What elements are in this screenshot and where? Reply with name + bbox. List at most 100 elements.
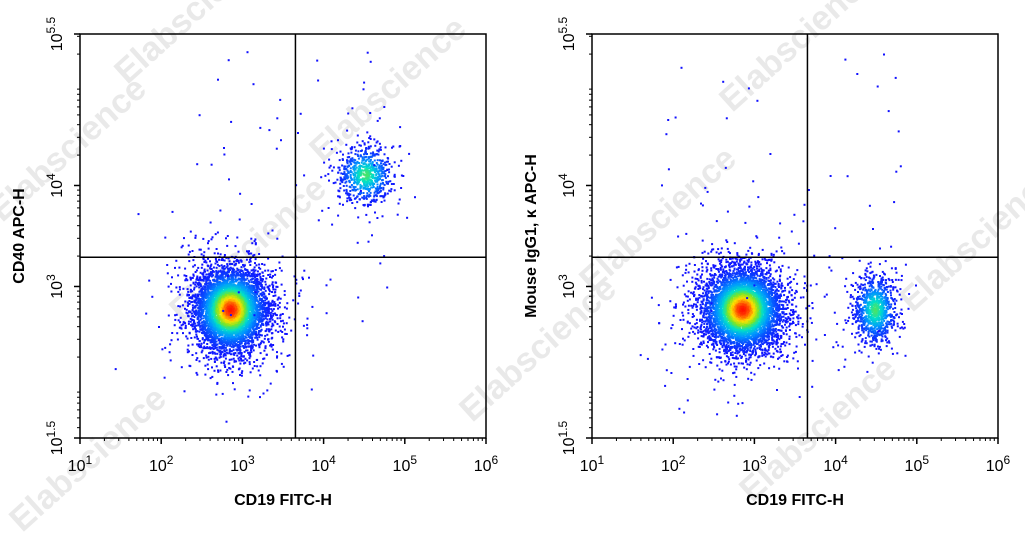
event-point [220,351,223,354]
event-point [189,317,192,320]
event-point [213,294,216,296]
event-point [270,345,273,348]
event-point [217,349,220,352]
event-point [204,333,207,336]
event-point [211,271,214,274]
event-point [220,288,223,291]
event-point [224,366,227,368]
event-point [180,327,183,330]
event-point [203,334,206,337]
event-point [243,279,246,282]
event-point [248,258,251,261]
event-point [267,285,270,288]
event-point [222,270,225,273]
event-point [208,292,211,295]
event-point [231,332,234,335]
event-point [240,374,243,377]
event-point [195,278,198,281]
event-point [228,282,231,285]
event-point [235,318,238,321]
event-point [269,382,272,385]
event-point [204,347,207,350]
event-point [276,323,279,325]
event-point [228,312,230,315]
event-point [223,343,226,346]
event-point [192,323,195,326]
event-point [253,325,256,327]
event-point [188,300,191,302]
event-point [227,309,230,312]
event-point [193,301,196,304]
event-point [196,373,199,376]
event-point [187,322,190,325]
event-point [222,299,224,302]
event-point [264,315,267,318]
event-point [194,299,197,302]
event-point [223,259,226,262]
event-point [190,312,193,315]
event-point [215,332,218,335]
event-point [195,310,198,313]
event-point [243,350,246,353]
event-point [202,271,205,274]
event-point [203,288,206,291]
event-point [232,267,235,270]
event-point [207,242,209,245]
event-point [223,285,226,287]
event-point [229,316,232,319]
event-point [215,393,218,396]
event-point [252,308,255,311]
event-point [233,257,236,259]
event-point [248,327,251,330]
event-point [232,288,235,291]
event-point [236,325,239,328]
event-point [228,350,231,353]
event-point [248,284,251,287]
event-point [228,367,231,369]
event-point [204,327,207,330]
event-point [199,304,202,307]
event-point [222,355,225,358]
event-point [282,322,285,325]
event-point [234,297,237,300]
event-point [273,301,276,304]
event-point [272,286,274,289]
event-point [247,270,249,273]
event-point [218,304,221,307]
event-point [227,267,229,270]
event-point [184,300,187,303]
event-point [243,297,246,300]
event-point [249,260,252,263]
event-point [271,300,274,303]
event-point [265,277,268,280]
event-point [271,291,273,293]
event-point [248,357,251,360]
event-point [222,272,225,275]
event-point [229,285,232,288]
event-point [266,306,268,309]
event-point [206,303,209,306]
event-point [186,348,189,351]
event-point [261,291,264,294]
event-point [191,323,194,326]
event-point [199,328,202,331]
event-point [279,313,282,316]
event-point [201,321,203,324]
event-point [257,300,260,303]
event-point [263,308,266,311]
event-point [285,307,288,310]
event-point [210,325,212,328]
event-point [245,301,248,304]
event-point [248,321,251,324]
event-point [247,341,250,343]
event-point [217,283,220,286]
event-point [195,298,198,301]
event-point [258,320,260,323]
event-point [226,294,229,297]
event-point [252,272,255,275]
event-point [263,349,266,352]
event-point [239,340,242,343]
event-point [248,320,251,322]
event-point [240,300,243,303]
event-point [245,291,248,294]
